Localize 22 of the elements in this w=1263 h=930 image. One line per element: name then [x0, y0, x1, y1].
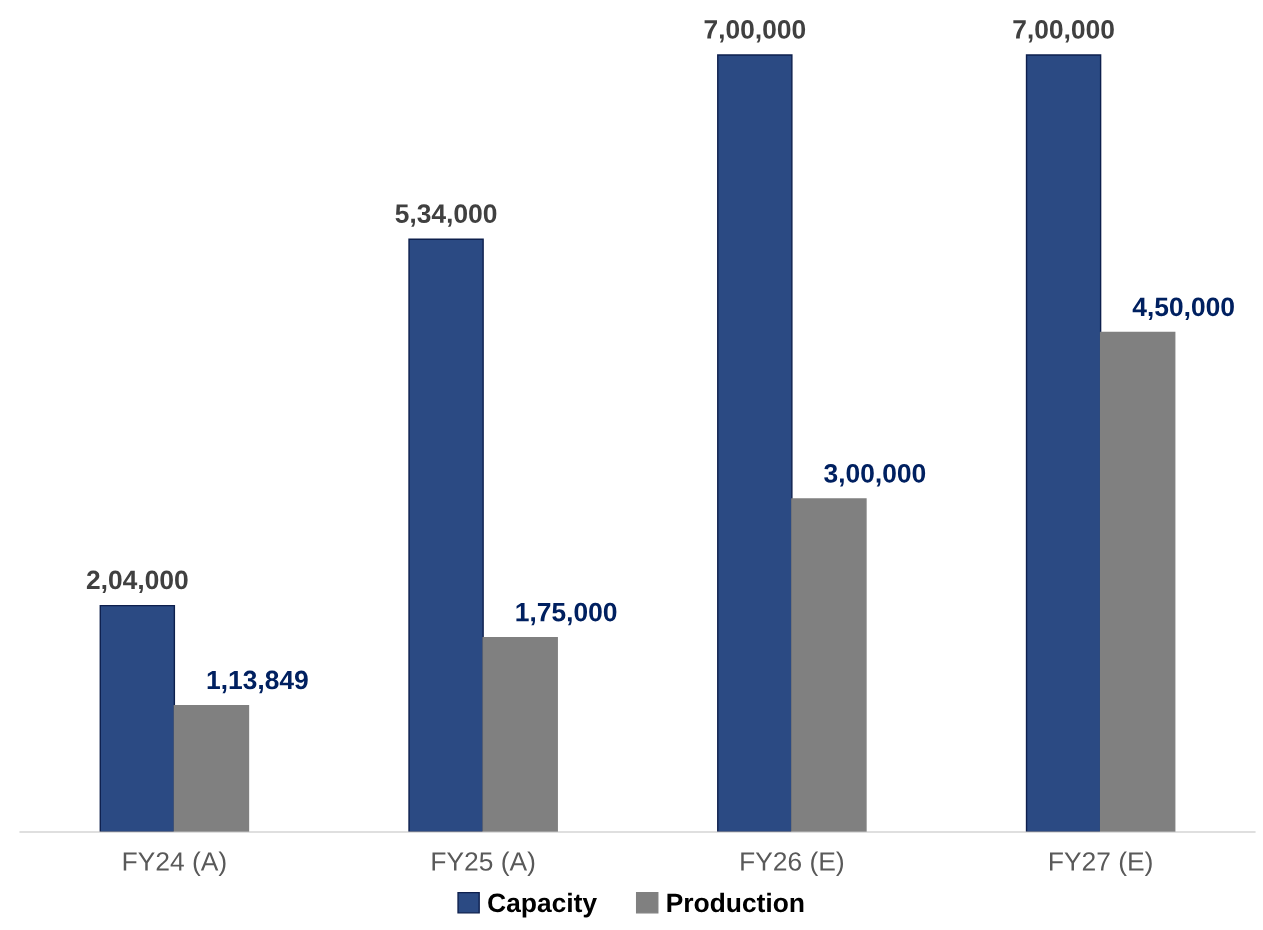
x-tick-label: FY24 (A) — [123, 851, 226, 877]
bar — [717, 54, 793, 832]
bar — [791, 498, 867, 832]
bar — [173, 704, 250, 832]
x-tick-label: FY27 (E) — [1050, 851, 1152, 877]
bar — [408, 238, 484, 832]
bar — [482, 637, 558, 832]
x-tick-label: FY25 (A) — [432, 851, 535, 877]
legend-label: Production — [667, 892, 804, 913]
bar — [99, 604, 176, 832]
data-label: 2,04,000 — [86, 570, 188, 594]
data-label: 3,00,000 — [824, 464, 926, 487]
data-label: 1,75,000 — [516, 602, 617, 626]
data-label: 1,13,849 — [207, 670, 308, 694]
data-label: 7,00,000 — [1013, 20, 1114, 43]
data-label: 5,34,000 — [395, 204, 497, 227]
legend-label: Capacity — [488, 892, 597, 918]
data-label: 4,50,000 — [1132, 297, 1234, 321]
bar — [1025, 54, 1102, 832]
x-tick-label: FY26 (E) — [741, 851, 844, 877]
bar — [1099, 331, 1176, 832]
data-label: 7,00,000 — [704, 20, 806, 43]
